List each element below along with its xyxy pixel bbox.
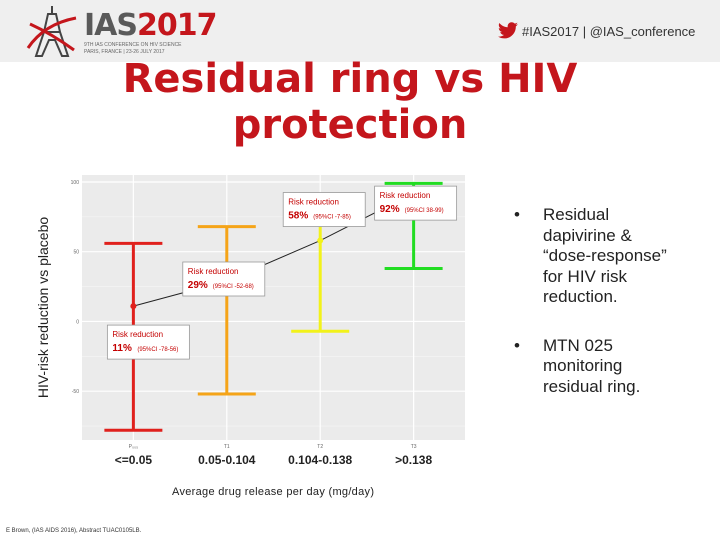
annotation-box	[182, 261, 266, 297]
x-tick-label-small: T3	[411, 444, 417, 450]
bullet-text-line: monitoring	[543, 356, 623, 375]
bullet-item: • Residual dapivirine & “dose-response” for …	[510, 205, 710, 308]
annotation-box	[106, 324, 190, 360]
bullet-list: • Residual dapivirine & “dose-response” for …	[510, 205, 710, 425]
y-tick-label: 0	[76, 319, 79, 325]
annotation-ci: (95%CI -52-68)	[213, 284, 254, 290]
bullet-text-line: for HIV risk	[543, 266, 628, 286]
logo-wordmark: IAS2017	[84, 8, 217, 43]
bullet-text-line: residual ring.	[543, 376, 641, 396]
annotation-boxes-group: Risk reduction 11% (95%CI -78-56) Risk redu…	[106, 185, 458, 360]
annotation-label: Risk reduction	[188, 267, 239, 276]
slide-title-line-1: Residual ring vs HIV	[122, 56, 578, 102]
slide-title-line-2: protection	[232, 102, 468, 148]
y-tick-label: 100	[71, 180, 80, 186]
annotation-ci: (95%CI -7-85)	[313, 215, 351, 221]
header-bar: IAS2017 9TH IAS CONFERENCE ON HIV SCIENC…	[0, 0, 720, 62]
risk-reduction-chart: Risk reduction 11% (95%CI -78-56) Risk redu…	[35, 175, 465, 467]
conference-hashtag: #IAS2017 | @IAS_conference	[522, 24, 696, 39]
x-tick-label-small: P₀₀₅	[129, 444, 139, 450]
axis-labels-group: 100 50 0 -50 HIV-risk reduction vs placebo P₀…	[35, 180, 432, 467]
x-tick-label-small: T2	[317, 444, 323, 450]
bullet-text-line: “dose-response”	[543, 246, 667, 265]
annotation-box	[282, 192, 366, 227]
annotation-label: Risk reduction	[288, 198, 339, 207]
annotation-label: Risk reduction	[112, 330, 163, 339]
bullet-marker: •	[514, 205, 520, 224]
annotation-ci: (95%CI -78-56)	[137, 347, 178, 353]
trend-line	[133, 192, 414, 307]
bullet-text-line: reduction.	[543, 287, 618, 306]
bullet-text-line: Residual	[543, 205, 610, 224]
logo-subtitle-1: 9TH IAS CONFERENCE ON HIV SCIENCE	[84, 42, 182, 48]
y-tick-label: 50	[73, 250, 79, 256]
annotation-value: 92%	[380, 204, 400, 215]
annotation-label: Risk reduction	[380, 191, 431, 200]
y-tick-label: -50	[72, 389, 79, 395]
twitter-bird-icon	[498, 22, 518, 39]
x-category-label: 0.104-0.138	[288, 453, 352, 467]
annotation-value: 11%	[112, 343, 132, 354]
bullet-item: • MTN 025 monitoring residual ring.	[510, 336, 710, 398]
logo-subtitle-2: PARIS, FRANCE | 23-26 JULY 2017	[84, 49, 165, 55]
annotation-value: 29%	[188, 280, 208, 291]
x-category-label: <=0.05	[115, 453, 153, 467]
annotation-value: 58%	[288, 211, 308, 222]
bullet-text-line: MTN 025	[543, 335, 613, 355]
eiffel-tower-icon	[26, 6, 77, 57]
bullet-marker: •	[514, 335, 520, 355]
x-axis-label: Average drug release per day (mg/day)	[172, 486, 375, 498]
x-category-label: >0.138	[395, 453, 432, 467]
ias2017-logo: IAS2017 9TH IAS CONFERENCE ON HIV SCIENC…	[22, 4, 217, 58]
annotation-box	[374, 185, 458, 221]
estimate-point	[317, 237, 324, 244]
trend-line-group	[133, 192, 414, 307]
estimate-point	[130, 303, 137, 310]
y-axis-label: HIV-risk reduction vs placebo	[35, 217, 51, 399]
slide-title: Residual ring vs HIV protection	[100, 56, 600, 148]
x-tick-label-small: T1	[224, 444, 230, 450]
bullet-text-line: dapivirine &	[543, 225, 632, 245]
x-category-label: 0.05-0.104	[198, 453, 256, 467]
annotation-ci: (95%CI 38-99)	[405, 208, 444, 214]
citation: E Brown, (IAS AIDS 2016), Abstract TUAC0…	[6, 528, 142, 534]
